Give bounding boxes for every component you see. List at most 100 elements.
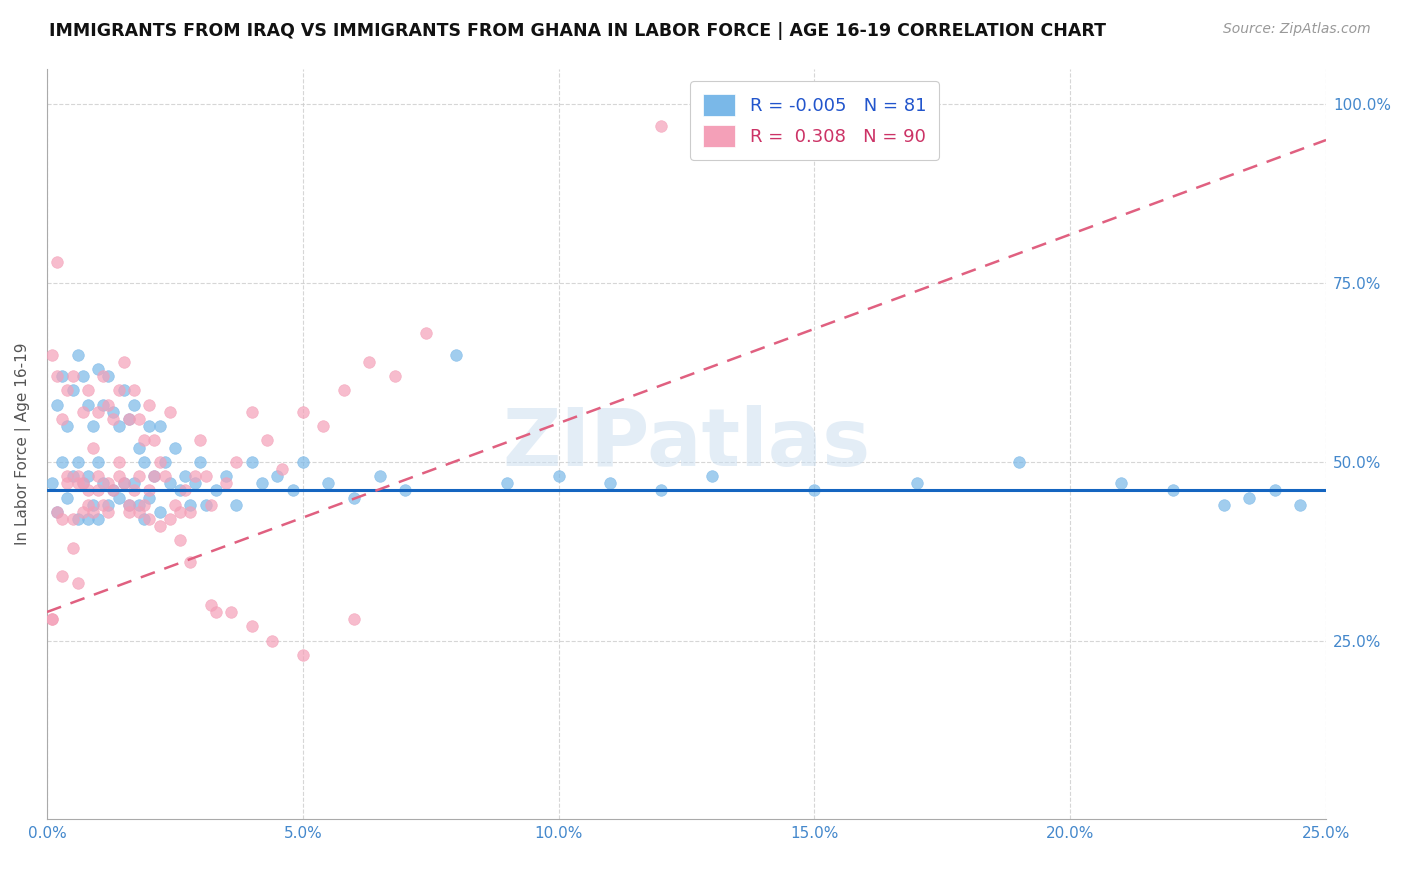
Point (77, 384, 100, 398)
Point (446, 347, 468, 361)
Point (134, 455, 156, 469)
Point (159, 476, 181, 491)
Point (118, 412, 141, 426)
Point (77, 498, 100, 512)
Point (1008, 455, 1031, 469)
Point (56, 476, 79, 491)
Point (62, 469, 84, 483)
Point (179, 498, 201, 512)
Point (91, 369, 114, 384)
Point (225, 498, 247, 512)
Point (66, 576, 89, 591)
Point (77, 483, 100, 498)
Point (215, 476, 238, 491)
Point (256, 434, 278, 448)
Point (163, 441, 186, 455)
Point (159, 405, 181, 419)
Point (599, 476, 621, 491)
Point (169, 505, 191, 519)
Point (1289, 498, 1312, 512)
Text: IMMIGRANTS FROM IRAQ VS IMMIGRANTS FROM GHANA IN LABOR FORCE | AGE 16-19 CORRELA: IMMIGRANTS FROM IRAQ VS IMMIGRANTS FROM … (49, 22, 1107, 40)
Point (77, 469, 100, 483)
Point (134, 434, 156, 448)
Point (77, 512, 100, 526)
Point (41, 476, 63, 491)
Point (82, 498, 104, 512)
Point (122, 483, 145, 498)
Point (240, 455, 263, 469)
Point (496, 476, 519, 491)
Point (1239, 491, 1261, 505)
Point (194, 469, 217, 483)
Point (51, 455, 73, 469)
Point (103, 483, 125, 498)
Point (312, 419, 335, 434)
Point (122, 398, 145, 412)
Point (343, 491, 366, 505)
Point (194, 498, 217, 512)
Point (107, 384, 129, 398)
Point (122, 384, 145, 398)
Point (82, 441, 104, 455)
Point (56, 469, 79, 483)
Point (368, 469, 391, 483)
Point (650, 483, 672, 498)
Point (200, 598, 222, 612)
Point (332, 384, 354, 398)
Point (128, 505, 150, 519)
Point (134, 512, 156, 526)
Point (343, 612, 366, 626)
Point (107, 491, 129, 505)
Point (72, 476, 94, 491)
Point (650, 119, 672, 133)
Point (184, 476, 207, 491)
Point (72, 369, 94, 384)
Point (46, 254, 69, 268)
Point (291, 405, 314, 419)
Point (225, 455, 247, 469)
Point (112, 476, 135, 491)
Point (62, 369, 84, 384)
Text: Source: ZipAtlas.com: Source: ZipAtlas.com (1223, 22, 1371, 37)
Point (51, 569, 73, 583)
Point (128, 498, 150, 512)
Point (56, 419, 79, 434)
Point (46, 505, 69, 519)
Point (62, 541, 84, 555)
Point (107, 455, 129, 469)
Y-axis label: In Labor Force | Age 16-19: In Labor Force | Age 16-19 (15, 343, 31, 545)
Point (122, 476, 145, 491)
Text: ZIPatlas: ZIPatlas (502, 405, 870, 483)
Legend: R = -0.005   N = 81, R =  0.308   N = 90: R = -0.005 N = 81, R = 0.308 N = 90 (690, 81, 939, 160)
Point (66, 347, 89, 361)
Point (51, 412, 73, 426)
Point (291, 455, 314, 469)
Point (112, 476, 135, 491)
Point (107, 469, 129, 483)
Point (240, 405, 263, 419)
Point (66, 469, 89, 483)
Point (128, 469, 150, 483)
Point (134, 498, 156, 512)
Point (91, 476, 114, 491)
Point (174, 469, 197, 483)
Point (384, 369, 406, 384)
Point (118, 498, 141, 512)
Point (169, 533, 191, 548)
Point (87, 483, 110, 498)
Point (153, 455, 176, 469)
Point (56, 491, 79, 505)
Point (415, 326, 437, 340)
Point (72, 405, 94, 419)
Point (66, 476, 89, 491)
Point (138, 512, 160, 526)
Point (77, 398, 100, 412)
Point (103, 405, 125, 419)
Point (72, 505, 94, 519)
Point (174, 483, 197, 498)
Point (143, 469, 166, 483)
Point (215, 469, 238, 483)
Point (87, 405, 110, 419)
Point (46, 505, 69, 519)
Point (66, 455, 89, 469)
